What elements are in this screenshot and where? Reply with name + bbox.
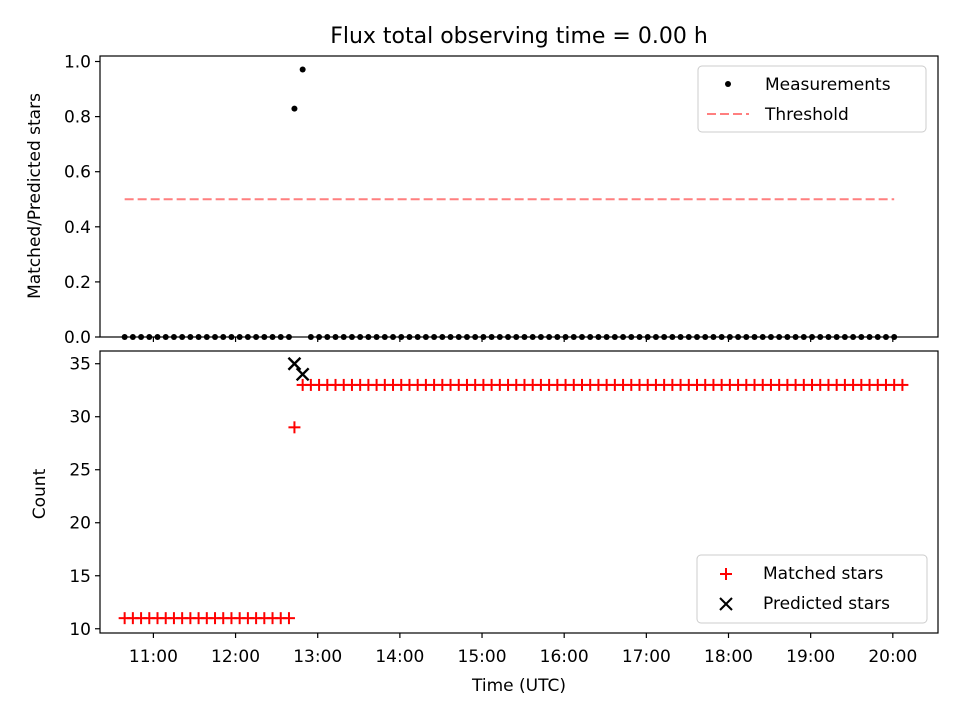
panel-count: 10 15 20 25 30 35 11:00 12:00 13:00 14:00 15:00 16…	[30, 350, 939, 696]
count-xtick-label: 13:00	[293, 647, 342, 667]
matched-stars-legend-marker	[720, 568, 732, 580]
count-ytick-label: 30	[69, 408, 91, 428]
matched-stars-legend-label: Matched stars	[763, 564, 883, 584]
ratio-xticks	[152, 337, 894, 342]
ratio-ytick-label: 1.0	[64, 53, 91, 73]
ratio-ytick-label: 0.2	[64, 273, 91, 293]
count-axes-frame	[99, 350, 939, 634]
measurement-point	[291, 105, 298, 112]
ratio-yaxis: 0.0 0.2 0.4 0.6 0.8 1.0	[64, 53, 100, 348]
count-marks	[118, 356, 909, 625]
measurement-point	[299, 66, 306, 73]
count-ytick-label: 10	[69, 620, 91, 640]
matched-stars-point	[282, 612, 295, 625]
ratio-ylabel: Matched/Predicted stars	[25, 93, 45, 299]
count-xaxis: 11:00 12:00 13:00 14:00 15:00 16:00 17:00 18:00…	[129, 633, 917, 667]
count-xtick-label: 18:00	[704, 647, 753, 667]
count-xtick-label: 17:00	[622, 647, 671, 667]
count-yaxis: 10 15 20 25 30 35	[69, 355, 100, 640]
count-xtick-label: 20:00	[868, 647, 917, 667]
matched-stars-point	[896, 378, 909, 391]
chart-title: Flux total observing time = 0.00 h	[330, 24, 708, 49]
predicted-stars-legend-marker	[719, 597, 733, 611]
measurements-legend-label: Measurements	[765, 75, 891, 95]
predicted-stars-point	[287, 356, 302, 371]
count-xtick-label: 11:00	[129, 647, 178, 667]
count-legend: Matched stars Predicted stars	[696, 554, 928, 624]
ratio-ytick-label: 0.0	[64, 328, 91, 348]
count-ylabel: Count	[30, 468, 50, 519]
count-ytick-label: 20	[69, 514, 91, 534]
ratio-ytick-label: 0.4	[64, 218, 91, 238]
measurements-legend-marker	[725, 81, 731, 87]
ratio-ytick-label: 0.8	[64, 108, 91, 128]
count-legend-box	[696, 554, 928, 624]
count-xtick-label: 14:00	[375, 647, 424, 667]
predicted-stars-point	[295, 367, 310, 382]
ratio-ytick-label: 0.6	[64, 163, 91, 183]
ratio-legend: Measurements Threshold	[697, 65, 927, 133]
count-xtick-label: 15:00	[458, 647, 507, 667]
count-xlabel: Time (UTC)	[471, 676, 566, 696]
ratio-axes-frame	[99, 55, 939, 338]
count-xtick-label: 12:00	[211, 647, 260, 667]
count-ytick-label: 15	[69, 567, 91, 587]
ratio-legend-box	[697, 65, 927, 133]
count-ytick-label: 35	[69, 355, 91, 375]
panel-ratio: 0.0 0.2 0.4 0.6 0.8 1.0 Matched/Predicted sta…	[25, 53, 939, 348]
count-xtick-label: 16:00	[540, 647, 589, 667]
matched-stars-point	[288, 421, 301, 434]
count-ytick-label: 25	[69, 461, 91, 481]
threshold-legend-label: Threshold	[764, 105, 849, 125]
predicted-stars-legend-label: Predicted stars	[763, 594, 890, 614]
count-xtick-label: 19:00	[786, 647, 835, 667]
